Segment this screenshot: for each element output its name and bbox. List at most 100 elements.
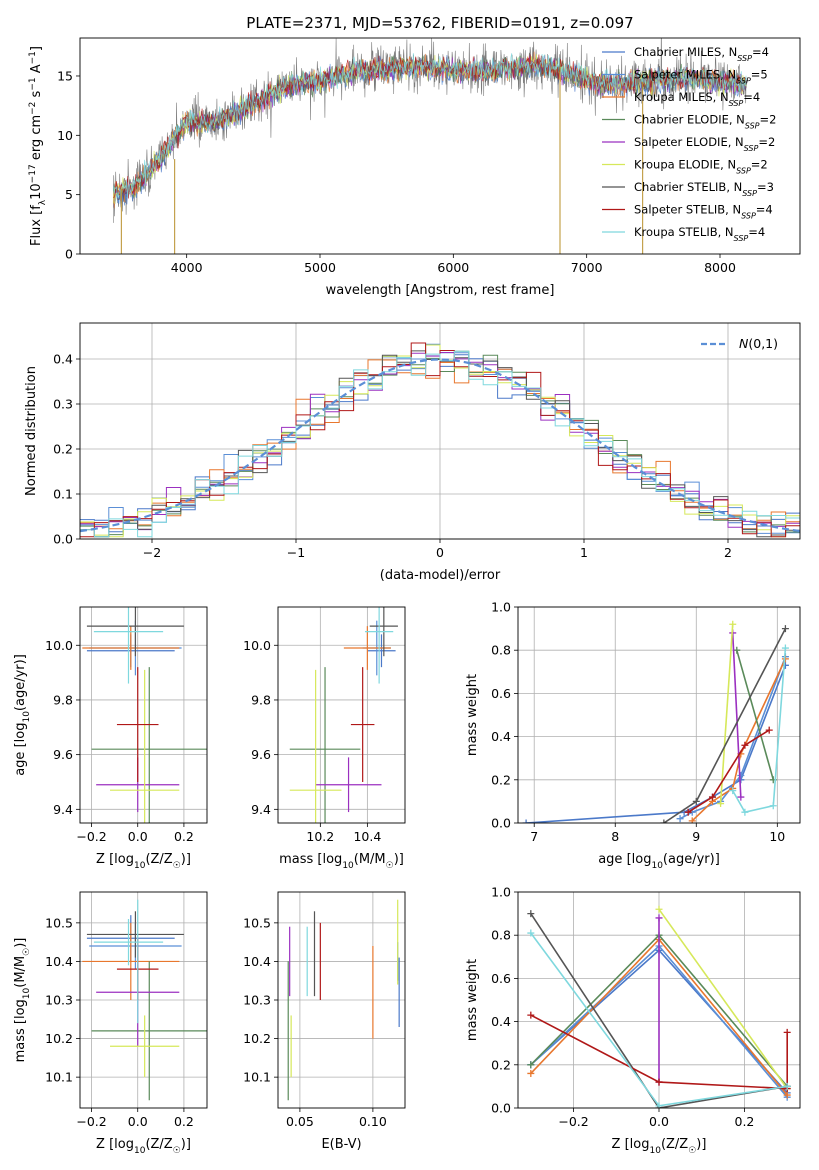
weight-marker bbox=[655, 905, 663, 913]
residual-histogram-panel: −2 −1 0 1 2 0.0 0.1 0.2 0.3 0.4 (data-model)/error… bbox=[24, 322, 801, 583]
x-tick-label: −0.2 bbox=[76, 829, 106, 844]
y-tick-label: 0.1 bbox=[53, 487, 73, 502]
x-tick-label: 6000 bbox=[437, 260, 469, 275]
y-axis-label: mass [log10(M/M☉)] bbox=[13, 938, 32, 1063]
x-tick-label: −1 bbox=[287, 545, 305, 560]
axes-frame bbox=[79, 606, 208, 824]
y-tick-label: 1.0 bbox=[491, 885, 511, 900]
plot-area bbox=[82, 899, 207, 1101]
weight-line bbox=[732, 647, 787, 814]
weight-marker bbox=[783, 1028, 791, 1036]
x-axis-label: E(B-V) bbox=[321, 1137, 361, 1152]
y-tick-label: 0.0 bbox=[53, 532, 73, 547]
y-tick-label: 10.3 bbox=[45, 993, 73, 1008]
x-tick-label: 4000 bbox=[171, 260, 203, 275]
weight-marker bbox=[741, 741, 749, 749]
y-tick-label: 9.4 bbox=[53, 802, 73, 817]
y-tick-label: 9.8 bbox=[251, 692, 271, 707]
legend-label: Chabrier ELODIE, NSSP=2 bbox=[634, 113, 776, 131]
y-tick-label: 9.4 bbox=[251, 802, 271, 817]
x-tick-label: 0.2 bbox=[735, 1114, 755, 1129]
legend-label: Salpeter ELODIE, NSSP=2 bbox=[634, 135, 775, 153]
y-tick-label: 10.2 bbox=[45, 1031, 73, 1046]
y-axis-label: Flux [fλ10−17 erg cm−2 s−1 A−1] bbox=[28, 46, 48, 246]
x-axis-label: (data-model)/error bbox=[380, 568, 501, 583]
y-tick-label: 10.3 bbox=[243, 993, 271, 1008]
model-spectrum-line bbox=[112, 53, 747, 203]
legend-label: Kroupa ELODIE, NSSP=2 bbox=[634, 158, 768, 176]
y-tick-label: 10 bbox=[57, 128, 73, 143]
axes-frame bbox=[79, 322, 801, 540]
y-tick-label: 1.0 bbox=[491, 600, 511, 615]
x-tick-label: 0.05 bbox=[286, 1114, 314, 1129]
y-tick-label: 0.6 bbox=[491, 971, 511, 986]
mass-vs-metallicity-panel: −0.2 0.0 0.2 10.1 10.2 10.3 10.4 10.5 Z [log10(Z… bbox=[13, 891, 208, 1156]
weight-marker bbox=[741, 808, 749, 816]
x-tick-label: −0.2 bbox=[558, 1114, 588, 1129]
y-tick-label: 0.4 bbox=[491, 729, 511, 744]
y-tick-label: 10.2 bbox=[243, 1031, 271, 1046]
legend-label: Chabrier STELIB, NSSP=3 bbox=[634, 180, 774, 198]
weight-marker bbox=[769, 802, 777, 810]
weight-marker bbox=[781, 625, 789, 633]
weight-marker bbox=[527, 929, 535, 937]
x-axis-label: Z [log10(Z/Z☉)] bbox=[96, 852, 191, 871]
axes-frame bbox=[277, 606, 406, 824]
x-tick-label: 8 bbox=[611, 829, 619, 844]
legend-label: Chabrier MILES, NSSP=4 bbox=[634, 45, 769, 63]
weight-line bbox=[658, 908, 788, 1090]
x-tick-label: 10.4 bbox=[353, 829, 381, 844]
plot-area bbox=[112, 38, 747, 254]
x-tick-label: 0 bbox=[436, 545, 444, 560]
plot-area bbox=[522, 620, 789, 823]
y-tick-label: 0.8 bbox=[491, 928, 511, 943]
y-tick-label: 0.6 bbox=[491, 686, 511, 701]
y-tick-label: 9.6 bbox=[251, 747, 271, 762]
weight-marker bbox=[783, 1091, 791, 1099]
y-axis-label: mass weight bbox=[465, 674, 480, 756]
x-tick-label: 1 bbox=[580, 545, 588, 560]
weight-marker bbox=[733, 646, 741, 654]
weight-marker bbox=[527, 1069, 535, 1077]
axes-frame bbox=[79, 891, 208, 1109]
weight-marker bbox=[527, 910, 535, 918]
x-axis-label: Z [log10(Z/Z☉)] bbox=[96, 1137, 191, 1156]
y-tick-label: 0.4 bbox=[491, 1014, 511, 1029]
x-tick-label: 0.0 bbox=[128, 829, 148, 844]
legend-label: Salpeter STELIB, NSSP=4 bbox=[634, 203, 773, 221]
spectrum-legend: Chabrier MILES, NSSP=4 Salpeter MILES, NS… bbox=[602, 45, 776, 243]
y-axis-label: Normed distribution bbox=[24, 366, 39, 496]
weight-marker bbox=[527, 1061, 535, 1069]
x-axis-label: mass [log10(M/M☉)] bbox=[279, 852, 404, 871]
y-tick-label: 9.6 bbox=[53, 747, 73, 762]
weight-marker bbox=[708, 793, 716, 801]
y-tick-label: 0.2 bbox=[491, 772, 511, 787]
y-axis-label: age [log10(age/yr)] bbox=[13, 654, 32, 776]
weight-marker bbox=[692, 797, 700, 805]
weight-line bbox=[687, 729, 770, 813]
weight-marker bbox=[737, 793, 745, 801]
weight-marker bbox=[527, 1011, 535, 1019]
y-tick-label: 10.1 bbox=[45, 1070, 73, 1085]
x-tick-label: 7000 bbox=[571, 260, 603, 275]
weight-marker bbox=[688, 817, 696, 823]
x-tick-label: 5000 bbox=[304, 260, 336, 275]
weight-marker bbox=[783, 1082, 791, 1090]
y-tick-label: 9.8 bbox=[53, 692, 73, 707]
figure-title: PLATE=2371, MJD=53762, FIBERID=0191, z=0… bbox=[246, 14, 633, 32]
weight-line bbox=[731, 632, 742, 798]
x-tick-label: 10.2 bbox=[306, 829, 334, 844]
y-axis-label: mass weight bbox=[465, 959, 480, 1041]
weight-marker bbox=[522, 819, 530, 823]
age-vs-mass-panel: 10.2 10.4 9.4 9.6 9.8 10.0 mass [log10(M/M☉)] bbox=[243, 606, 406, 871]
mass-vs-ebv-panel: 0.05 0.10 10.1 10.2 10.3 10.4 10.5 E(B-V) bbox=[243, 891, 406, 1152]
y-tick-label: 0.3 bbox=[53, 397, 73, 412]
x-axis-label: age [log10(age/yr)] bbox=[598, 852, 720, 871]
x-tick-label: 0.0 bbox=[649, 1114, 669, 1129]
axes-frame bbox=[277, 891, 406, 1109]
y-tick-label: 5 bbox=[65, 187, 73, 202]
weight-marker bbox=[717, 800, 725, 808]
y-tick-label: 0.0 bbox=[491, 816, 511, 831]
weight-marker bbox=[655, 914, 663, 922]
